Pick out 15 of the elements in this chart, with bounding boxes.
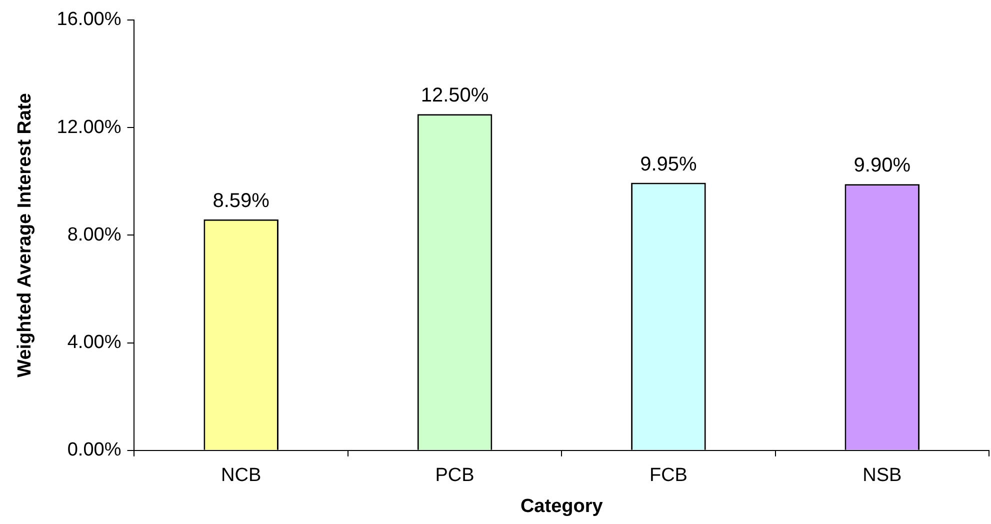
data-label: 12.50% (420, 84, 489, 107)
x-tick-label: NSB (862, 465, 902, 486)
data-label: 9.90% (854, 154, 911, 177)
x-axis-title: Category (520, 496, 604, 517)
y-tick-label: 0.00% (67, 440, 122, 461)
x-tick-label: FCB (649, 465, 688, 486)
y-tick-label: 12.00% (56, 116, 122, 138)
x-tick-label: PCB (435, 465, 474, 486)
data-label: 9.95% (640, 153, 698, 176)
x-tick-label: NCB (221, 465, 262, 486)
y-axis-title: Weighted Average Interest Rate (14, 93, 36, 378)
y-tick-label: 4.00% (67, 332, 122, 354)
data-label: 8.59% (212, 190, 270, 212)
y-tick-label: 8.00% (67, 224, 122, 246)
y-tick-label: 16.00% (56, 9, 122, 30)
